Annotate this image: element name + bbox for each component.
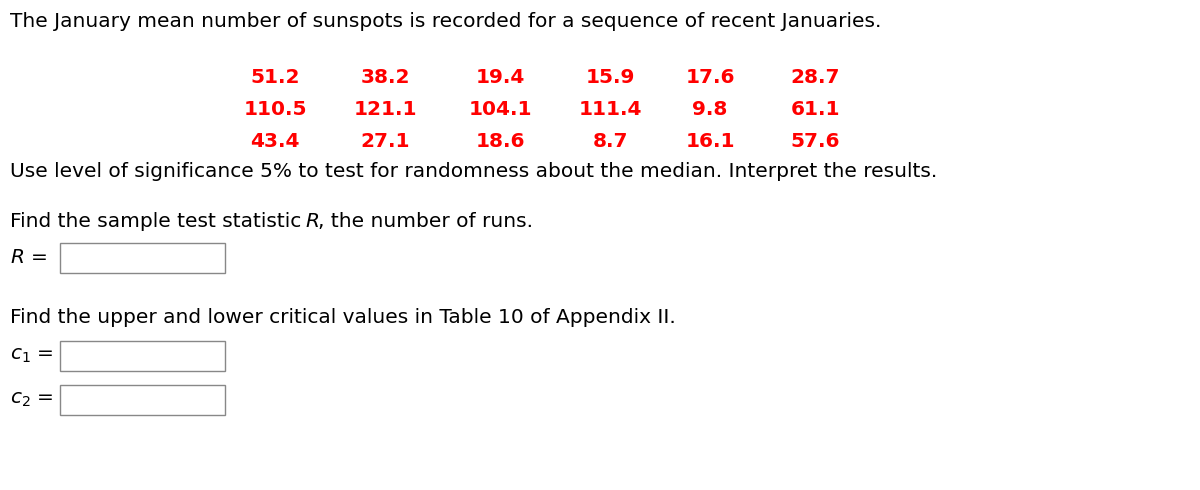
Text: 111.4: 111.4: [578, 100, 642, 119]
Text: The January mean number of sunspots is recorded for a sequence of recent Januari: The January mean number of sunspots is r…: [10, 12, 881, 31]
Text: 38.2: 38.2: [360, 68, 409, 87]
Text: , the number of runs.: , the number of runs.: [318, 212, 533, 231]
FancyBboxPatch shape: [60, 341, 226, 371]
Text: 110.5: 110.5: [244, 100, 307, 119]
Text: Find the upper and lower critical values in Table 10 of Appendix II.: Find the upper and lower critical values…: [10, 308, 676, 327]
Text: Use level of significance 5% to test for randomness about the median. Interpret : Use level of significance 5% to test for…: [10, 162, 937, 181]
Text: $R$ =: $R$ =: [10, 248, 47, 267]
FancyBboxPatch shape: [60, 243, 226, 273]
Text: 27.1: 27.1: [360, 132, 409, 151]
Text: 9.8: 9.8: [692, 100, 727, 119]
Text: 61.1: 61.1: [791, 100, 840, 119]
Text: 18.6: 18.6: [475, 132, 524, 151]
Text: 8.7: 8.7: [593, 132, 628, 151]
Text: 43.4: 43.4: [251, 132, 300, 151]
Text: 51.2: 51.2: [251, 68, 300, 87]
Text: $c_1$ =: $c_1$ =: [10, 346, 54, 365]
Text: 104.1: 104.1: [468, 100, 532, 119]
Text: 57.6: 57.6: [791, 132, 840, 151]
Text: $c_2$ =: $c_2$ =: [10, 390, 54, 409]
Text: 16.1: 16.1: [685, 132, 734, 151]
Text: 28.7: 28.7: [791, 68, 840, 87]
Text: 19.4: 19.4: [475, 68, 524, 87]
FancyBboxPatch shape: [60, 385, 226, 415]
Text: 15.9: 15.9: [586, 68, 635, 87]
Text: R: R: [305, 212, 319, 231]
Text: Find the sample test statistic: Find the sample test statistic: [10, 212, 307, 231]
Text: 121.1: 121.1: [353, 100, 416, 119]
Text: 17.6: 17.6: [685, 68, 734, 87]
